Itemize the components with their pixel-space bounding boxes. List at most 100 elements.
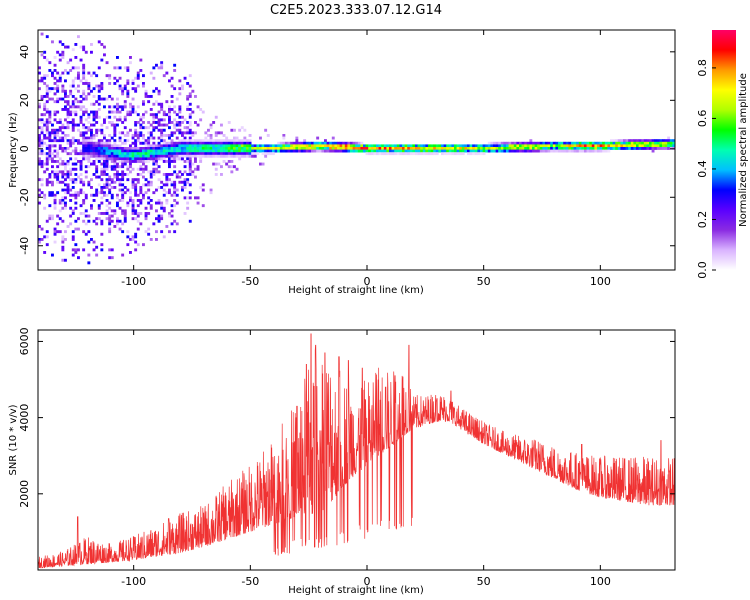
heatmap-cell: [318, 144, 322, 148]
heatmap-cell: [248, 147, 252, 150]
heatmap-cell: [110, 147, 114, 150]
heatmap-cell: [511, 144, 515, 148]
heatmap-cell: [51, 131, 54, 135]
heatmap-cell: [131, 206, 135, 210]
heatmap-cell: [82, 201, 86, 205]
heatmap-cell: [214, 149, 218, 153]
heatmap-cell: [61, 97, 65, 101]
heatmap-cell: [149, 206, 153, 210]
heatmap-cell: [344, 141, 348, 145]
heatmap-cell: [168, 105, 171, 109]
heatmap-cell: [662, 147, 665, 150]
heatmap-cell: [144, 154, 148, 158]
heatmap-cell: [495, 144, 499, 148]
heatmap-cell: [147, 180, 151, 184]
heatmap-cell: [664, 141, 668, 145]
heatmap-cell: [90, 238, 93, 241]
heatmap-cell: [100, 154, 104, 158]
heatmap-cell: [506, 141, 509, 145]
heatmap-cell: [157, 186, 161, 189]
heatmap-cell: [160, 61, 164, 65]
heatmap-cell: [66, 173, 70, 176]
heatmap-cell: [108, 175, 112, 179]
heatmap-cell: [321, 144, 325, 148]
heatmap-cell: [162, 74, 166, 78]
heatmap-cell: [116, 157, 119, 161]
heatmap-cell: [209, 126, 213, 130]
heatmap-cell: [45, 74, 49, 78]
heatmap-cell: [74, 97, 78, 101]
heatmap-cell: [108, 154, 112, 158]
heatmap-cell: [105, 165, 109, 169]
heatmap-cell: [121, 157, 125, 161]
heatmap-cell: [339, 147, 343, 150]
heatmap-cell: [87, 152, 91, 156]
heatmap-cell: [53, 170, 57, 174]
heatmap-cell: [131, 108, 135, 111]
heatmap-cell: [664, 139, 668, 143]
heatmap-cell: [183, 147, 187, 150]
heatmap-cell: [40, 191, 44, 195]
heatmap-cell: [144, 147, 148, 150]
heatmap-cell: [155, 167, 158, 171]
heatmap-cell: [84, 79, 88, 83]
heatmap-cell: [43, 76, 47, 80]
heatmap-cell: [409, 144, 413, 148]
heatmap-cell: [123, 212, 127, 215]
heatmap-cell: [90, 123, 93, 127]
heatmap-cell: [92, 160, 96, 163]
heatmap-cell: [87, 180, 91, 184]
heatmap-cell: [79, 204, 83, 208]
heatmap-cell: [56, 230, 60, 234]
heatmap-cell: [131, 110, 135, 114]
heatmap-cell: [95, 217, 99, 221]
heatmap-cell: [61, 160, 65, 163]
heatmap-cell: [162, 206, 166, 210]
heatmap-cell: [194, 160, 197, 163]
heatmap-cell: [235, 152, 239, 156]
heatmap-cell: [233, 139, 236, 143]
heatmap-cell: [58, 58, 62, 62]
heatmap-cell: [79, 165, 83, 169]
heatmap-cell: [134, 144, 138, 148]
heatmap-cell: [407, 147, 411, 150]
heatmap-cell: [110, 123, 114, 127]
heatmap-cell: [209, 134, 213, 137]
heatmap-cell: [225, 149, 229, 153]
heatmap-cell: [199, 152, 203, 156]
heatmap-cell: [126, 95, 130, 98]
heatmap-cell: [139, 160, 143, 163]
heatmap-cell: [230, 165, 234, 169]
heatmap-cell: [480, 144, 483, 148]
heatmap-cell: [152, 152, 156, 156]
heatmap-cell: [316, 147, 320, 150]
heatmap-cell: [545, 149, 548, 153]
heatmap-cell: [64, 178, 67, 182]
heatmap-cell: [43, 123, 47, 127]
heatmap-cell: [103, 165, 106, 169]
heatmap-cell: [396, 147, 400, 150]
heatmap-cell: [649, 144, 652, 148]
heatmap-cell: [451, 152, 455, 156]
heatmap-cell: [212, 121, 216, 124]
heatmap-cell: [490, 149, 494, 153]
heatmap-cell: [87, 160, 91, 163]
heatmap-cell: [230, 152, 234, 156]
heatmap-cell: [638, 144, 642, 148]
heatmap-cell: [610, 139, 613, 143]
heatmap-cell: [227, 144, 231, 148]
heatmap-cell: [92, 154, 96, 158]
heatmap-cell: [183, 196, 187, 200]
heatmap-cell: [188, 191, 192, 195]
heatmap-cell: [339, 144, 343, 148]
heatmap-cell: [82, 157, 86, 161]
heatmap-cell: [92, 193, 96, 197]
heatmap-cell: [282, 136, 286, 140]
heatmap-cell: [157, 152, 161, 156]
heatmap-cell: [144, 89, 148, 93]
heatmap-cell: [170, 214, 174, 218]
heatmap-cell: [183, 186, 187, 189]
heatmap-cell: [56, 170, 60, 174]
heatmap-cell: [170, 204, 174, 208]
heatmap-cell: [188, 113, 192, 117]
